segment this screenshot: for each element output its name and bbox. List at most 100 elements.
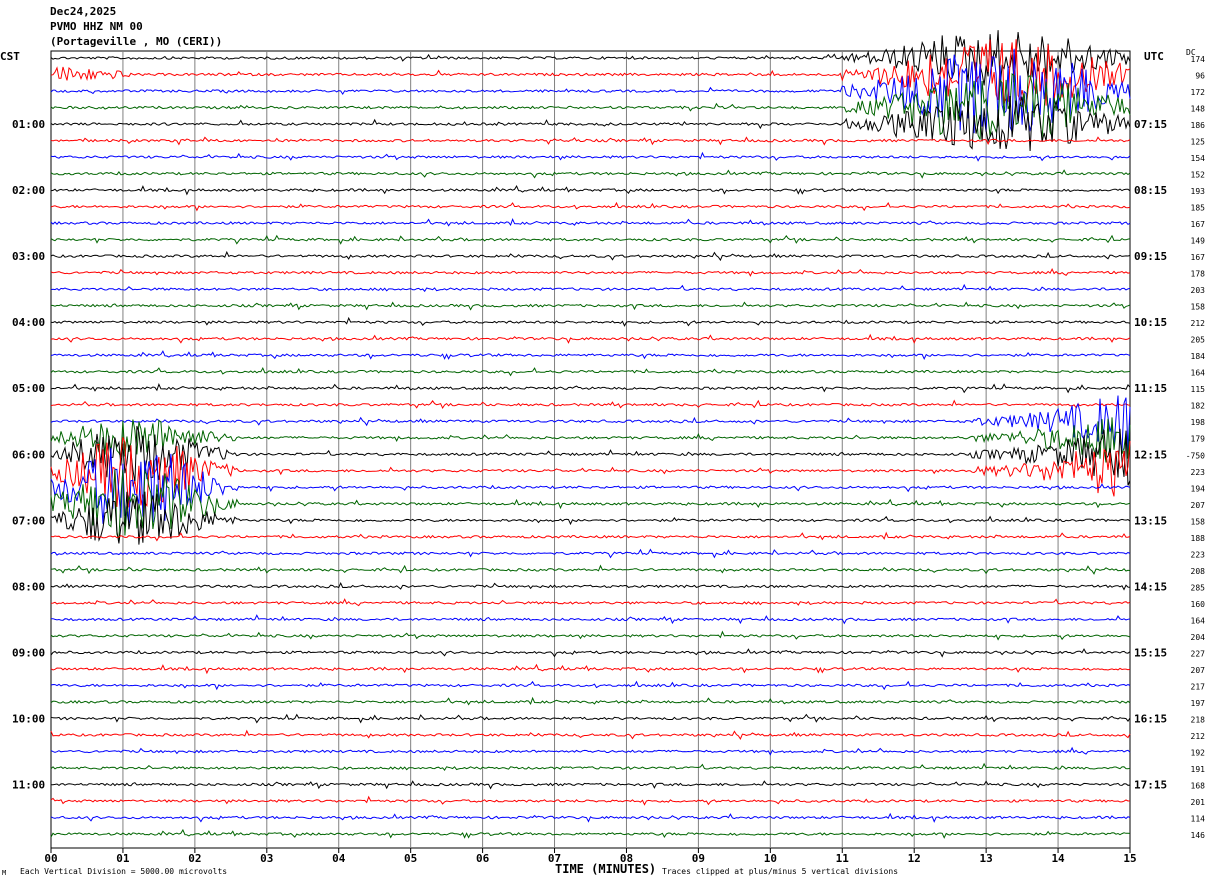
dc-offset-label: 223 [1191,550,1206,559]
dc-offset-label: 154 [1191,154,1206,163]
x-tick-label: 05 [404,852,417,865]
station-label: PVMO HHZ NM 00 [50,20,143,33]
dc-offset-label: 207 [1191,666,1206,675]
dc-offset-label: 182 [1191,402,1206,411]
trace-row-33 [50,598,1131,607]
trace-row-37 [50,663,1131,675]
trace-row-31 [50,564,1131,575]
right-hour-label: 11:15 [1134,382,1167,395]
right-hour-label: 17:15 [1134,778,1167,791]
trace-row-45 [50,795,1131,806]
x-tick-label: 06 [476,852,490,865]
trace-row-11 [50,234,1131,245]
left-timezone-label: CST [0,50,20,63]
trace-row-2 [50,48,1131,134]
x-tick-label: 13 [980,852,993,865]
dc-header-label: DC [1186,48,1196,57]
trace-row-13 [50,267,1131,277]
right-hour-label: 09:15 [1134,250,1167,263]
left-hour-label: 09:00 [12,646,45,659]
trace-row-29 [50,531,1131,542]
dc-offset-label: 218 [1191,715,1206,724]
dc-offset-label: 172 [1191,88,1206,97]
trace-row-7 [50,169,1131,179]
dc-offset-label: 198 [1191,418,1206,427]
trace-row-46 [50,812,1131,823]
right-hour-label: 13:15 [1134,514,1167,527]
clip-note: Traces clipped at plus/minus 5 vertical … [662,867,899,876]
x-axis-title: TIME (MINUTES) [555,862,657,876]
trace-row-27 [50,469,1131,540]
trace-row-39 [50,696,1131,706]
trace-row-16 [50,316,1131,327]
x-tick-label: 14 [1051,852,1065,865]
trace-row-32 [50,582,1131,591]
dc-offset-label: 178 [1191,270,1206,279]
dc-offset-label: 193 [1191,187,1206,196]
trace-row-5 [50,136,1131,146]
right-hour-label: 16:15 [1134,712,1167,725]
trace-row-22 [50,395,1131,452]
dc-offset-label: 152 [1191,171,1206,180]
dc-offset-label: 185 [1191,204,1206,213]
dc-offset-label: 204 [1191,633,1206,642]
dc-offset-label: 192 [1191,748,1206,757]
trace-row-47 [50,828,1131,839]
x-tick-label: 11 [836,852,850,865]
trace-row-1 [50,39,1131,110]
trace-row-26 [50,447,1131,524]
trace-row-19 [50,366,1131,377]
dc-offset-label: 125 [1191,138,1206,147]
dc-offset-label: 158 [1191,303,1206,312]
left-hour-label: 05:00 [12,382,45,395]
dc-offset-label: 115 [1191,385,1206,394]
left-hour-label: 06:00 [12,448,45,461]
dc-offset-label: -750 [1186,451,1205,460]
dc-offset-label: 212 [1191,319,1206,328]
x-tick-label: 15 [1123,852,1136,865]
trace-row-24 [50,425,1131,486]
right-hour-label: 07:15 [1134,118,1167,131]
x-tick-label: 02 [188,852,201,865]
dc-offset-label: 223 [1191,468,1206,477]
left-hour-label: 10:00 [12,712,45,725]
dc-offset-label: 167 [1191,220,1206,229]
trace-row-10 [50,217,1131,227]
trace-row-30 [50,548,1131,559]
trace-row-36 [50,648,1131,658]
corner-mark: M [2,869,7,877]
dc-offset-label: 149 [1191,237,1206,246]
dc-offset-label: 188 [1191,534,1206,543]
dc-offset-label: 194 [1191,484,1206,493]
scale-note: Each Vertical Division = 5000.00 microvo… [20,867,228,876]
trace-row-42 [50,746,1131,756]
trace-row-44 [51,780,1131,790]
dc-offset-label: 167 [1191,253,1206,262]
left-hour-label: 11:00 [12,778,45,791]
dc-offset-label: 217 [1191,682,1206,691]
right-hour-label: 08:15 [1134,184,1167,197]
trace-row-20 [50,383,1131,394]
trace-row-9 [50,201,1131,212]
trace-row-21 [50,399,1131,410]
x-tick-label: 07 [548,852,561,865]
trace-row-23 [50,417,1131,463]
dc-offset-label: 146 [1191,831,1206,840]
trace-row-12 [50,250,1131,262]
left-hour-label: 08:00 [12,580,45,593]
right-timezone-label: UTC [1144,50,1164,63]
x-tick-label: 08 [620,852,633,865]
dc-offset-label: 212 [1191,732,1206,741]
dc-offset-label: 227 [1191,649,1206,658]
right-hour-label: 14:15 [1134,580,1167,593]
trace-row-15 [50,301,1131,311]
dc-offset-label: 197 [1191,699,1206,708]
trace-row-28 [50,491,1131,545]
right-hour-label: 15:15 [1134,646,1167,659]
dc-offset-label: 205 [1191,336,1206,345]
trace-row-40 [50,713,1131,724]
trace-row-38 [50,680,1131,691]
dc-offset-label: 186 [1191,121,1206,130]
trace-row-3 [50,72,1131,140]
